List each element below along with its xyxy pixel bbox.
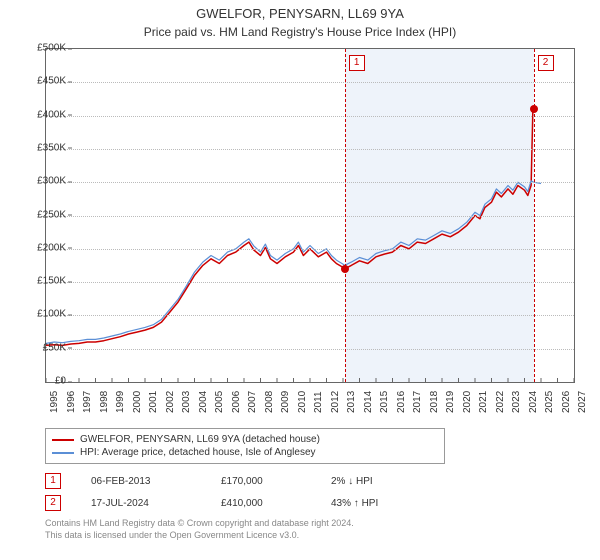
gridline — [46, 282, 574, 283]
legend: GWELFOR, PENYSARN, LL69 9YA (detached ho… — [45, 428, 445, 464]
xtick-label: 2006 — [231, 391, 242, 413]
event-date-2: 17-JUL-2024 — [91, 498, 191, 509]
xtick-label: 2013 — [346, 391, 357, 413]
xtick-label: 2017 — [412, 391, 423, 413]
legend-swatch-red — [52, 439, 74, 441]
footer-line-1: Contains HM Land Registry data © Crown c… — [45, 518, 575, 530]
xtick-label: 2023 — [511, 391, 522, 413]
ytick-label: £300K — [21, 176, 66, 187]
legend-label-1: GWELFOR, PENYSARN, LL69 9YA (detached ho… — [80, 434, 320, 445]
xtick-label: 2015 — [379, 391, 390, 413]
marker-box-1: 1 — [349, 55, 365, 71]
chart-container: GWELFOR, PENYSARN, LL69 9YA Price paid v… — [0, 0, 600, 560]
chart-title: GWELFOR, PENYSARN, LL69 9YA — [0, 0, 600, 21]
xtick-label: 2012 — [330, 391, 341, 413]
xtick-label: 2022 — [495, 391, 506, 413]
event-price-2: £410,000 — [221, 498, 301, 509]
xtick-label: 2024 — [528, 391, 539, 413]
gridline — [46, 349, 574, 350]
sale-point — [341, 265, 349, 273]
ytick-label: £0 — [21, 376, 66, 387]
xtick-label: 2021 — [478, 391, 489, 413]
xtick-label: 2014 — [363, 391, 374, 413]
gridline — [46, 216, 574, 217]
series-blue — [46, 181, 541, 344]
xtick-label: 1998 — [99, 391, 110, 413]
xtick-label: 2018 — [429, 391, 440, 413]
legend-swatch-blue — [52, 452, 74, 454]
event-date-1: 06-FEB-2013 — [91, 476, 191, 487]
xtick-label: 2020 — [462, 391, 473, 413]
xtick-label: 1995 — [49, 391, 60, 413]
xtick-label: 1996 — [66, 391, 77, 413]
chart-subtitle: Price paid vs. HM Land Registry's House … — [0, 21, 600, 39]
xtick-label: 2008 — [264, 391, 275, 413]
event-pct-1: 2% ↓ HPI — [331, 476, 451, 487]
xtick-label: 2019 — [445, 391, 456, 413]
gridline — [46, 182, 574, 183]
legend-item-2: HPI: Average price, detached house, Isle… — [52, 446, 438, 459]
legend-item-1: GWELFOR, PENYSARN, LL69 9YA (detached ho… — [52, 433, 438, 446]
xtick-label: 1997 — [82, 391, 93, 413]
event-price-1: £170,000 — [221, 476, 301, 487]
gridline — [46, 116, 574, 117]
xtick-label: 2026 — [561, 391, 572, 413]
plot-area: 12 — [45, 48, 575, 383]
marker-vline — [534, 49, 535, 382]
event-row-1: 1 06-FEB-2013 £170,000 2% ↓ HPI — [45, 470, 575, 492]
event-marker-2: 2 — [45, 495, 61, 511]
ytick-label: £350K — [21, 142, 66, 153]
xtick-label: 2016 — [396, 391, 407, 413]
legend-label-2: HPI: Average price, detached house, Isle… — [80, 447, 316, 458]
gridline — [46, 82, 574, 83]
xtick-label: 2009 — [280, 391, 291, 413]
xtick-label: 2004 — [198, 391, 209, 413]
gridline — [46, 249, 574, 250]
event-pct-2: 43% ↑ HPI — [331, 498, 451, 509]
xtick-label: 2010 — [297, 391, 308, 413]
sale-point — [530, 105, 538, 113]
xtick-label: 2025 — [544, 391, 555, 413]
xtick-label: 2000 — [132, 391, 143, 413]
xtick-label: 2002 — [165, 391, 176, 413]
events-table: 1 06-FEB-2013 £170,000 2% ↓ HPI 2 17-JUL… — [45, 470, 575, 514]
footer: Contains HM Land Registry data © Crown c… — [45, 518, 575, 541]
marker-vline — [345, 49, 346, 382]
ytick-label: £50K — [21, 342, 66, 353]
ytick-label: £400K — [21, 109, 66, 120]
xtick-label: 2001 — [148, 391, 159, 413]
xtick-label: 2007 — [247, 391, 258, 413]
footer-line-2: This data is licensed under the Open Gov… — [45, 530, 575, 542]
ytick-label: £100K — [21, 309, 66, 320]
ytick-label: £450K — [21, 76, 66, 87]
xtick-label: 2003 — [181, 391, 192, 413]
xtick-label: 2027 — [577, 391, 588, 413]
ytick-label: £200K — [21, 242, 66, 253]
event-row-2: 2 17-JUL-2024 £410,000 43% ↑ HPI — [45, 492, 575, 514]
marker-box-2: 2 — [538, 55, 554, 71]
xtick-label: 2005 — [214, 391, 225, 413]
gridline — [46, 315, 574, 316]
ytick-label: £250K — [21, 209, 66, 220]
ytick-label: £500K — [21, 43, 66, 54]
xtick-label: 1999 — [115, 391, 126, 413]
xtick-label: 2011 — [313, 391, 324, 413]
ytick-label: £150K — [21, 276, 66, 287]
event-marker-1: 1 — [45, 473, 61, 489]
gridline — [46, 149, 574, 150]
